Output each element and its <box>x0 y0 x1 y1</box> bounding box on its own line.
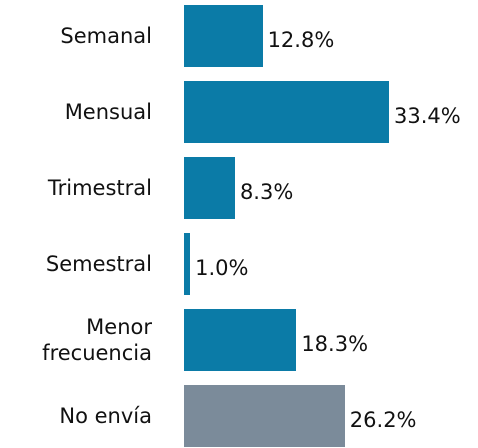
value-label: 18.3% <box>301 332 369 356</box>
category-label: Trimestral <box>47 176 152 200</box>
bar <box>184 157 235 219</box>
category-label: No envía <box>59 404 152 428</box>
bar <box>184 309 297 371</box>
category-label: Mensual <box>64 100 152 124</box>
bar <box>184 81 389 143</box>
category-label: Semestral <box>45 252 152 276</box>
value-label: 8.3% <box>239 180 294 204</box>
bar <box>184 233 191 295</box>
category-label: Semanal <box>60 24 152 48</box>
bar <box>184 385 345 447</box>
category-label: Menor frecuencia <box>42 315 152 365</box>
value-label: 33.4% <box>394 104 461 128</box>
value-label: 12.8% <box>267 28 335 52</box>
bar <box>184 5 263 67</box>
value-label: 1.0% <box>195 256 249 280</box>
value-label: 26.2% <box>349 408 417 432</box>
